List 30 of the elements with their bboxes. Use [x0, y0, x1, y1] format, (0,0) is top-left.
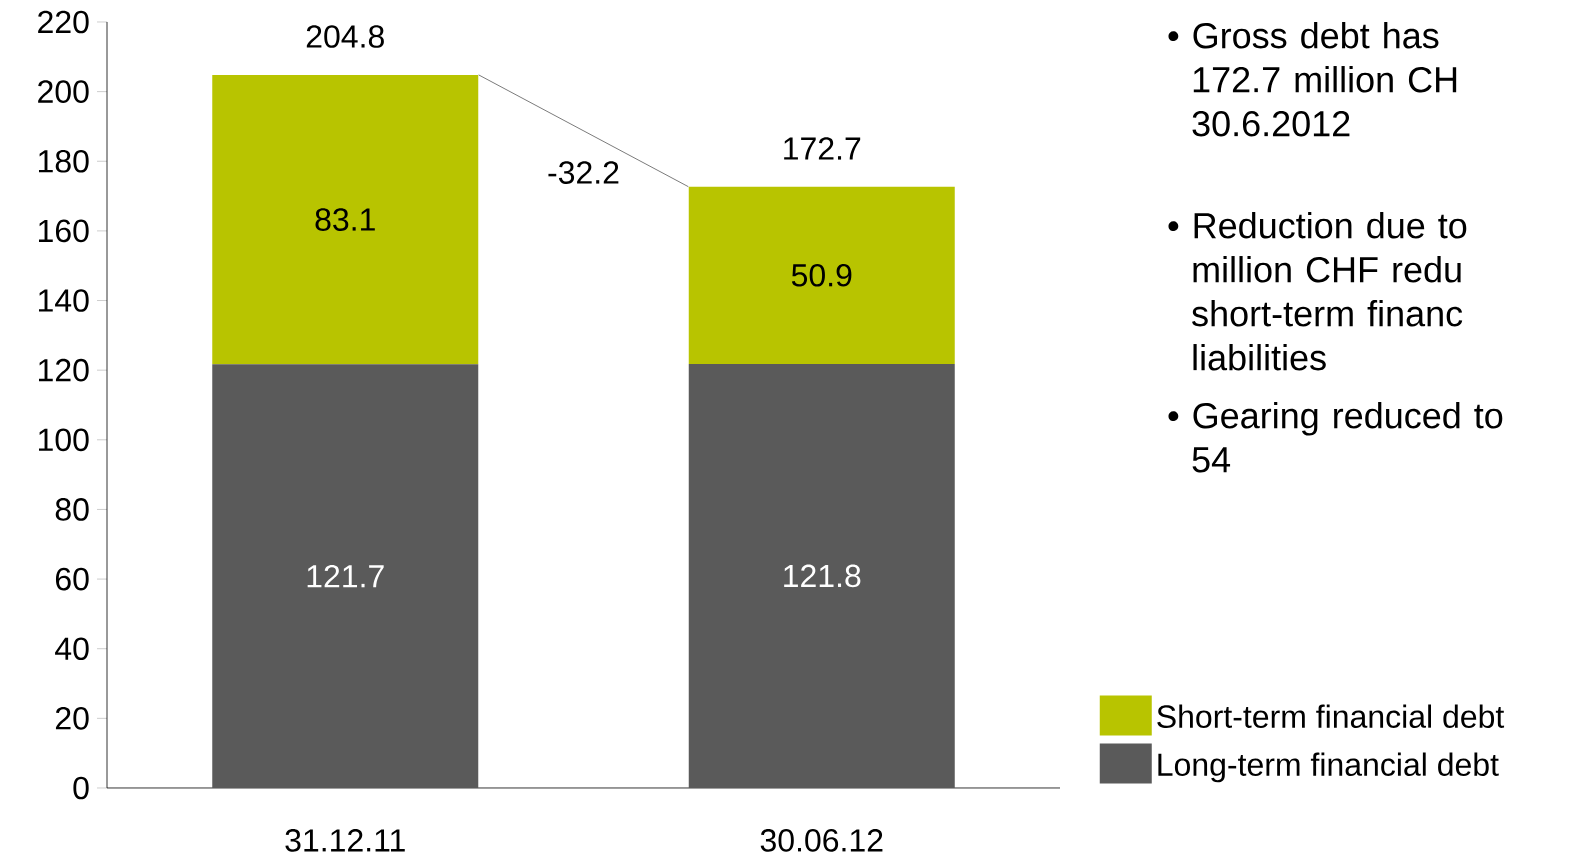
y-tick-label: 200: [38, 80, 89, 103]
bar: [688, 186, 955, 364]
text: • Reduction due to million CHF redu short-term financ liabilities: [1168, 212, 1467, 371]
text: • Gross debt has 172.7 million CH 30.6.2012: [1168, 22, 1457, 137]
annotation: -32.2: [548, 161, 619, 184]
y-tick-label: 20: [55, 707, 89, 730]
y-tick-label: 80: [55, 498, 89, 521]
bar: [212, 364, 479, 788]
x-tick-label: 31.12.11: [285, 829, 405, 852]
y-tick-label: 160: [39, 219, 89, 243]
x-tick-label: 30.06.12: [760, 829, 883, 852]
y-tick-label: 60: [55, 567, 89, 591]
y-tick-label: 180: [39, 149, 89, 173]
y-tick-label: 120: [39, 358, 89, 382]
data-label: 121.8: [784, 564, 861, 588]
legend-label: Long-term financial debt: [1158, 752, 1499, 783]
data-label: 83.1: [315, 208, 375, 231]
bar: [688, 363, 955, 788]
data-label: 121.7: [307, 564, 384, 588]
data-label: 50.9: [791, 263, 852, 287]
y-tick-label: 140: [39, 289, 89, 312]
y-tick-label: 220: [38, 10, 89, 34]
total-label: 172.7: [784, 137, 861, 160]
total-label: 204.8: [306, 25, 384, 48]
y-tick-label: 100: [39, 428, 89, 452]
y-tick-label: 40: [55, 637, 89, 661]
text: • Gearing reduced to 54: [1168, 402, 1503, 473]
legend-label: Short-term financial debt: [1157, 704, 1505, 728]
y-tick-label: 0: [73, 776, 89, 800]
bar: [212, 74, 479, 365]
